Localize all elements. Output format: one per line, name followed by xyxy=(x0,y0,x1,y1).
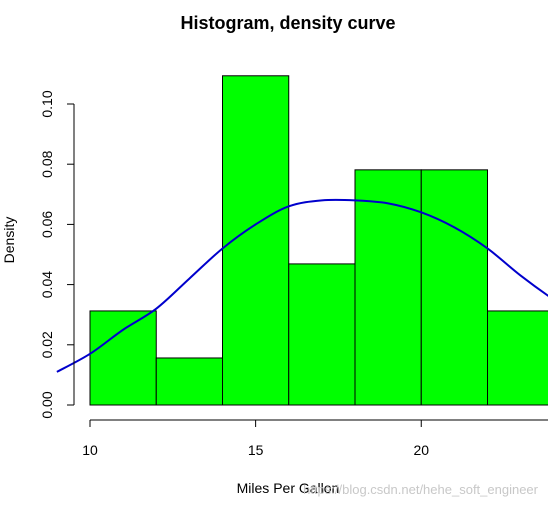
y-tick-label-4: 0.08 xyxy=(39,150,55,177)
x-tick-label-20: 20 xyxy=(413,442,429,458)
density-curve-line xyxy=(56,198,548,373)
x-axis-label: Miles Per Gallon xyxy=(237,480,340,496)
y-axis: 0.00 0.02 0.04 0.06 0.08 0.10 xyxy=(39,90,75,419)
y-tick-label-3: 0.06 xyxy=(39,211,55,238)
histogram-bar-5 xyxy=(354,169,422,406)
y-tick-label-2: 0.04 xyxy=(39,271,55,298)
density-curve-group xyxy=(56,198,548,373)
histogram-bar-1 xyxy=(89,310,157,406)
x-axis: 1015202530 xyxy=(82,419,548,458)
watermark: https://blog.csdn.net/hehe_soft_engineer xyxy=(303,482,539,497)
bars-group xyxy=(89,75,548,406)
chart-title: Histogram, density curve xyxy=(180,13,395,33)
x-tick-label-15: 15 xyxy=(248,442,264,458)
histogram-bar-4 xyxy=(288,263,356,406)
x-tick-label-10: 10 xyxy=(82,442,98,458)
histogram-bar-2 xyxy=(155,357,223,406)
y-tick-label-5: 0.10 xyxy=(39,90,55,117)
y-tick-label-0: 0.00 xyxy=(39,391,55,418)
y-axis-label: Density xyxy=(1,217,17,264)
y-tick-label-1: 0.02 xyxy=(39,331,55,358)
histogram-bar-7 xyxy=(487,310,548,406)
histogram-bar-6 xyxy=(420,169,488,406)
